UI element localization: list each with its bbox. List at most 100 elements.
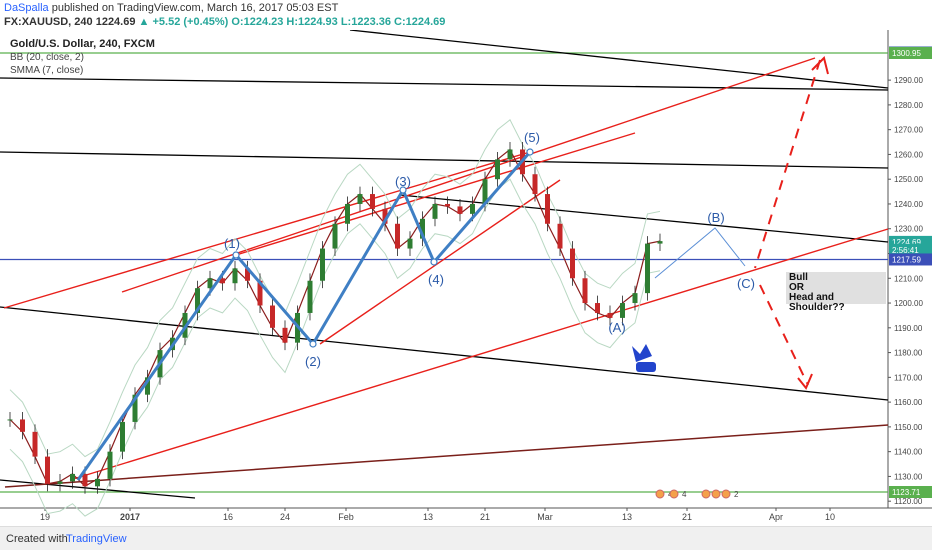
elliott-wave-path xyxy=(76,151,532,481)
candle-body xyxy=(457,206,463,214)
candle-body xyxy=(570,248,575,279)
y-tick-label: 1120.00 xyxy=(894,497,923,506)
y-tick-label: 1190.00 xyxy=(894,324,923,333)
wave-label-w2: (2) xyxy=(305,354,321,369)
symbol-info: FX:XAUUSD, 240 1224.69 ▲ +5.52 (+0.45%) … xyxy=(4,16,445,28)
y-tick-label: 1250.00 xyxy=(894,175,923,184)
candle-body xyxy=(432,203,438,219)
candle-body xyxy=(595,303,600,313)
trend-line-red xyxy=(319,179,561,345)
wave-label-w5: (5) xyxy=(524,130,540,145)
y-tick-label: 1200.00 xyxy=(894,299,923,308)
trend-line-red xyxy=(69,228,889,481)
x-tick-label: 21 xyxy=(480,512,490,522)
ohlc-values: O:1224.23 H:1224.93 L:1223.36 C:1224.69 xyxy=(231,16,446,28)
note-line-3: Head and Shoulder?? xyxy=(789,292,845,313)
candle-body xyxy=(657,241,663,244)
channel-line-black xyxy=(349,30,889,89)
y-tick-label: 1280.00 xyxy=(894,101,923,110)
footer-bar: Created with TradingView xyxy=(0,526,932,550)
candle-body xyxy=(495,159,500,180)
price-axis-panel xyxy=(888,30,932,526)
candle-body xyxy=(195,288,200,313)
last-price: 1224.69 xyxy=(95,16,136,28)
legend-smma[interactable]: SMMA (7, close) xyxy=(10,65,84,76)
hand-icon-finger xyxy=(632,344,652,362)
candle-body xyxy=(370,194,375,209)
candle-body xyxy=(95,478,100,487)
y-tick-label: 1160.00 xyxy=(894,398,923,407)
projection-dashed-down xyxy=(759,284,809,386)
candle-body xyxy=(82,473,88,487)
wave-label-wb: (B) xyxy=(707,210,724,225)
arrow-head-up xyxy=(811,56,829,75)
chart-canvas[interactable]: 1120.00 1130.00 1140.00 1150.00 1160.00 1170.… xyxy=(0,30,932,526)
trend-line-red xyxy=(3,151,531,309)
event-flag-count: 4 xyxy=(682,490,687,499)
event-flag-icon xyxy=(711,489,721,499)
x-tick-label: 21 xyxy=(682,512,692,522)
author-link[interactable]: DaSpalla xyxy=(4,2,49,14)
y-tick-label: 1290.00 xyxy=(894,76,923,85)
candle-body xyxy=(57,481,63,484)
wave-point xyxy=(430,258,438,266)
candle-body xyxy=(70,473,75,482)
channel-line-black xyxy=(0,151,889,169)
wave-point xyxy=(399,186,407,194)
price-label-text: 1123.71 xyxy=(892,488,921,497)
legend-bb[interactable]: BB (20, close, 2) xyxy=(10,52,84,63)
candle-body xyxy=(357,194,363,204)
wave-label-wc: (C) xyxy=(737,276,755,291)
event-flag-icon xyxy=(721,489,731,499)
candle-body xyxy=(470,203,475,214)
wave-point xyxy=(309,340,317,348)
x-tick-label: 13 xyxy=(423,512,433,522)
candle-body xyxy=(382,208,388,224)
event-flag-icon xyxy=(701,489,711,499)
wave-label-w3: (3) xyxy=(395,174,411,189)
chart-legend: Gold/U.S. Dollar, 240, FXCM BB (20, clos… xyxy=(10,38,155,77)
x-tick-label: Feb xyxy=(338,512,354,522)
projection-dashed-up xyxy=(754,59,821,269)
x-tick-label: 16 xyxy=(223,512,233,522)
wave-label-w1: (1) xyxy=(224,236,240,251)
price-label-text: 1300.95 xyxy=(892,49,921,58)
candle-body xyxy=(207,278,213,289)
arrow-head-down xyxy=(797,373,813,390)
candle-body xyxy=(232,268,238,284)
tradingview-logo[interactable]: TradingView xyxy=(66,533,127,545)
channel-line-black xyxy=(399,194,889,243)
candle-body xyxy=(545,194,550,224)
price-label-text: 1224.69 xyxy=(892,238,921,247)
event-flag-icon xyxy=(669,489,679,499)
candle-body xyxy=(107,451,113,479)
candle-body xyxy=(20,419,25,432)
candle-body xyxy=(607,312,613,318)
y-tick-label: 1260.00 xyxy=(894,150,923,159)
price-label-box xyxy=(889,486,932,498)
legend-title: Gold/U.S. Dollar, 240, FXCM xyxy=(10,38,155,50)
x-tick-label: 10 xyxy=(825,512,835,522)
event-flag-count: 2 xyxy=(734,490,739,499)
price-label-box xyxy=(889,253,932,266)
wave-point xyxy=(526,148,534,156)
candle-body xyxy=(557,223,563,249)
y-tick-label: 1240.00 xyxy=(894,200,923,209)
x-tick-label: 2017 xyxy=(120,512,140,522)
channel-line-black xyxy=(0,306,889,401)
event-flag-icon xyxy=(655,489,665,499)
wave-label-wa: (A) xyxy=(608,320,625,335)
y-tick-label: 1230.00 xyxy=(894,225,923,234)
chart-header: DaSpalla published on TradingView.com, M… xyxy=(0,0,932,30)
price-label-text: 1217.59 xyxy=(892,255,921,264)
candle-body xyxy=(45,456,50,484)
hand-icon xyxy=(636,362,656,372)
trend-line-brown xyxy=(4,424,889,488)
chart-area[interactable]: 1120.00 1130.00 1140.00 1150.00 1160.00 1170.… xyxy=(0,30,932,526)
candle-body xyxy=(332,223,338,249)
x-tick-label: 24 xyxy=(280,512,290,522)
candle-body xyxy=(395,223,400,249)
scenario-note: Bull OR Head and Shoulder?? xyxy=(786,272,886,313)
y-tick-label: 1170.00 xyxy=(894,373,923,382)
candle-body xyxy=(632,293,638,304)
